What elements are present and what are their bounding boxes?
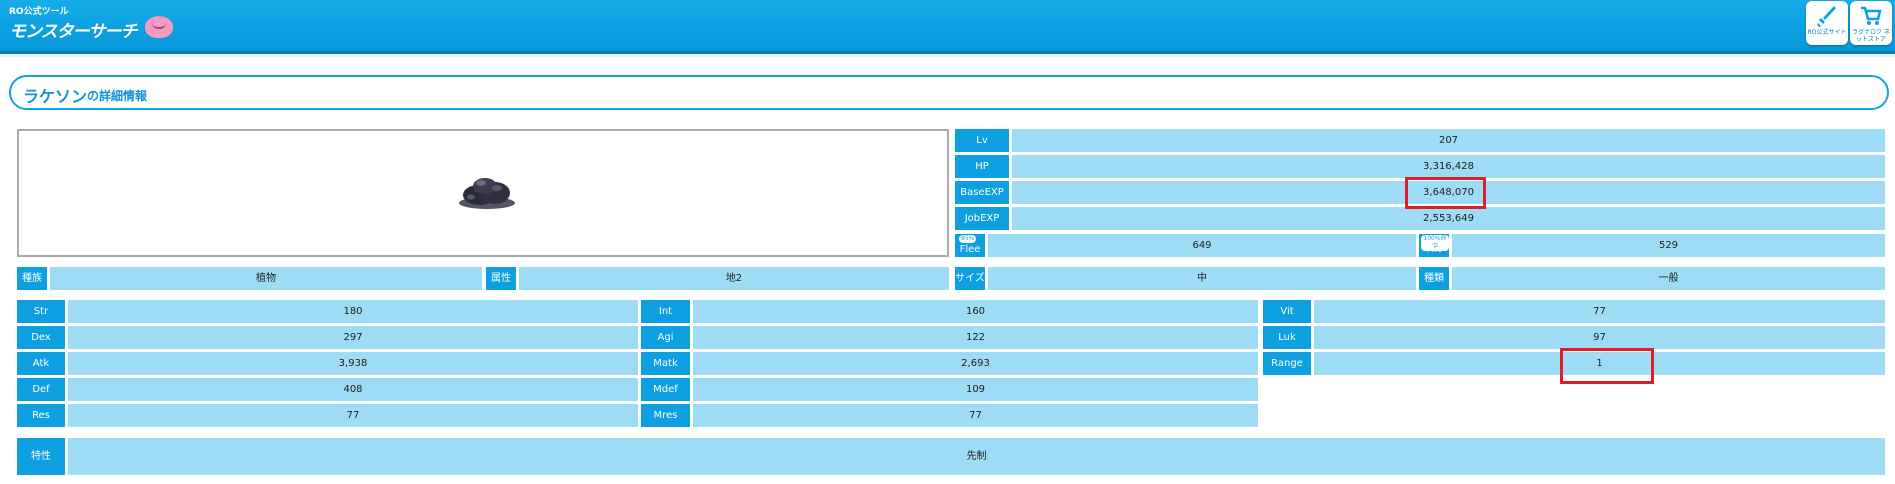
flee-value: 649 bbox=[988, 234, 1416, 257]
agi-label: Agi bbox=[641, 326, 690, 349]
race-value: 植物 bbox=[50, 267, 482, 290]
base-exp-label: BaseEXP bbox=[955, 181, 1009, 204]
range-value: 1 bbox=[1314, 352, 1885, 375]
race-label: 種族 bbox=[17, 267, 47, 290]
int-label: Int bbox=[641, 300, 690, 323]
lv-value: 207 bbox=[1012, 129, 1885, 152]
flee-label: 95% Flee bbox=[955, 234, 985, 257]
official-site-button[interactable]: RO公式サイト bbox=[1806, 1, 1848, 45]
matk-label: Matk bbox=[641, 352, 690, 375]
mres-value: 77 bbox=[693, 404, 1258, 427]
net-store-button[interactable]: ラグナロク ネットストア bbox=[1850, 1, 1892, 45]
luk-label: Luk bbox=[1263, 326, 1311, 349]
header-title[interactable]: モンスターサーチ bbox=[9, 22, 137, 42]
mdef-label: Mdef bbox=[641, 378, 690, 401]
flee-label-text: Flee bbox=[959, 244, 981, 255]
base-exp-value: 3,648,070 bbox=[1012, 181, 1885, 204]
poring-icon bbox=[145, 16, 173, 38]
monster-image-box bbox=[17, 129, 949, 257]
hit-label: 100%命中 Hit bbox=[1419, 234, 1449, 257]
official-site-label: RO公式サイト bbox=[1807, 29, 1847, 36]
job-exp-value: 2,553,649 bbox=[1012, 207, 1885, 230]
atk-label: Atk bbox=[17, 352, 65, 375]
header-divider bbox=[0, 54, 1895, 57]
header-subtitle: RO公式ツール bbox=[9, 7, 69, 17]
lv-label: Lv bbox=[955, 129, 1009, 152]
range-highlight bbox=[1560, 348, 1654, 384]
job-exp-label: JobEXP bbox=[955, 207, 1009, 230]
matk-value: 2,693 bbox=[693, 352, 1258, 375]
str-label: Str bbox=[17, 300, 65, 323]
hit-badge: 100%命中 bbox=[1421, 235, 1449, 251]
res-value: 77 bbox=[68, 404, 638, 427]
type-label: 種類 bbox=[1419, 267, 1449, 290]
element-value: 地2 bbox=[519, 267, 949, 290]
vit-label: Vit bbox=[1263, 300, 1311, 323]
size-label: サイズ bbox=[955, 267, 985, 290]
res-label: Res bbox=[17, 404, 65, 427]
mres-label: Mres bbox=[641, 404, 690, 427]
net-store-label: ラグナロク ネットストア bbox=[1852, 29, 1890, 43]
hit-label-text: Hit bbox=[1426, 244, 1442, 255]
flee-badge: 95% bbox=[959, 235, 977, 243]
sword-icon bbox=[1817, 6, 1836, 27]
base-exp-highlight bbox=[1405, 177, 1486, 209]
dex-label: Dex bbox=[17, 326, 65, 349]
monster-name: ラケソン bbox=[23, 87, 88, 106]
app-header: RO公式ツール モンスターサーチ RO公式サイト ラグナロク ネットストア bbox=[0, 0, 1895, 54]
hit-value: 529 bbox=[1452, 234, 1885, 257]
monster-sprite bbox=[459, 178, 515, 209]
title-suffix: の詳細情報 bbox=[87, 89, 148, 103]
size-value: 中 bbox=[988, 267, 1416, 290]
hp-value: 3,316,428 bbox=[1012, 155, 1885, 178]
luk-value: 97 bbox=[1314, 326, 1885, 349]
str-value: 180 bbox=[68, 300, 638, 323]
hp-label: HP bbox=[955, 155, 1009, 178]
def-label: Def bbox=[17, 378, 65, 401]
traits-value: 先制 bbox=[68, 438, 1885, 475]
dex-value: 297 bbox=[68, 326, 638, 349]
mdef-value: 109 bbox=[693, 378, 1258, 401]
element-label: 属性 bbox=[486, 267, 516, 290]
vit-value: 77 bbox=[1314, 300, 1885, 323]
type-value: 一般 bbox=[1452, 267, 1885, 290]
cart-icon bbox=[1861, 6, 1882, 25]
range-label: Range bbox=[1263, 352, 1311, 375]
agi-value: 122 bbox=[693, 326, 1258, 349]
int-value: 160 bbox=[693, 300, 1258, 323]
def-value: 408 bbox=[68, 378, 638, 401]
monster-title-box: ラケソン の詳細情報 bbox=[9, 75, 1889, 110]
traits-label: 特性 bbox=[17, 438, 65, 475]
atk-value: 3,938 bbox=[68, 352, 638, 375]
